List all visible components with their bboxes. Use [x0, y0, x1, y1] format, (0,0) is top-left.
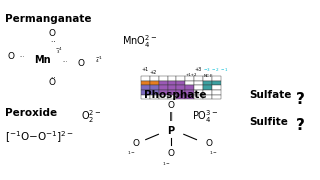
Text: O: O: [206, 139, 213, 148]
Text: O: O: [49, 78, 56, 87]
Bar: [177, 90, 185, 94]
Bar: [150, 85, 159, 90]
Bar: [177, 85, 185, 90]
Text: [$^{-1}$O$-$O$^{-1}$]$^{2-}$: [$^{-1}$O$-$O$^{-1}$]$^{2-}$: [4, 129, 73, 145]
Bar: [194, 76, 203, 80]
Text: O: O: [168, 102, 175, 111]
Bar: [159, 76, 168, 80]
Text: N: N: [204, 74, 207, 78]
Text: $^{-4}_{\ 3}$: $^{-4}_{\ 3}$: [55, 46, 63, 56]
Bar: [203, 94, 212, 99]
Text: $_{1-}$: $_{1-}$: [162, 161, 171, 168]
Bar: [212, 94, 221, 99]
Text: Mn: Mn: [34, 55, 51, 65]
Bar: [141, 80, 150, 85]
Bar: [185, 80, 194, 85]
Bar: [168, 94, 177, 99]
Text: ‥: ‥: [50, 37, 54, 43]
Text: +3: +3: [194, 67, 202, 72]
Text: +1+2: +1+2: [185, 73, 197, 77]
Bar: [150, 76, 159, 80]
Text: O: O: [168, 149, 175, 158]
Text: O: O: [49, 29, 56, 38]
Bar: [168, 85, 177, 90]
Bar: [168, 80, 177, 85]
Text: Permanganate: Permanganate: [4, 14, 91, 24]
Text: ‥: ‥: [50, 73, 54, 79]
Text: $_{1-}$: $_{1-}$: [209, 150, 218, 158]
Bar: [194, 85, 203, 90]
Text: ?: ?: [296, 92, 305, 107]
Bar: [212, 80, 221, 85]
Text: MnO$_4^{2-}$: MnO$_4^{2-}$: [122, 33, 157, 50]
Text: O: O: [77, 59, 84, 68]
Bar: [185, 90, 194, 94]
Text: Peroxide: Peroxide: [4, 108, 57, 118]
Text: P: P: [168, 126, 175, 136]
Bar: [168, 76, 177, 80]
Bar: [141, 85, 150, 90]
Text: $^{-1}_{4}$: $^{-1}_{4}$: [95, 55, 103, 65]
Bar: [212, 85, 221, 90]
Text: PO$_4^{3-}$: PO$_4^{3-}$: [192, 108, 218, 125]
Bar: [141, 94, 150, 99]
Bar: [203, 80, 212, 85]
Bar: [141, 90, 150, 94]
Bar: [203, 90, 212, 94]
Bar: [185, 94, 194, 99]
Text: $_{1-}$: $_{1-}$: [127, 150, 136, 158]
Text: Sulfate: Sulfate: [249, 90, 291, 100]
Text: ‖: ‖: [169, 112, 173, 121]
Text: $-3\ -2\ -1$: $-3\ -2\ -1$: [203, 66, 229, 73]
Bar: [185, 85, 194, 90]
Text: O: O: [133, 139, 140, 148]
Text: O$_2^{2-}$: O$_2^{2-}$: [81, 108, 101, 125]
Bar: [177, 80, 185, 85]
Bar: [203, 76, 212, 80]
Text: +1: +1: [141, 67, 148, 72]
Text: Phosphate: Phosphate: [144, 90, 207, 100]
Bar: [194, 90, 203, 94]
Bar: [141, 76, 150, 80]
Bar: [212, 76, 221, 80]
Text: ···: ···: [62, 59, 68, 64]
Bar: [177, 76, 185, 80]
Bar: [159, 90, 168, 94]
Bar: [159, 85, 168, 90]
Bar: [150, 80, 159, 85]
Bar: [203, 85, 212, 90]
Bar: [150, 90, 159, 94]
Bar: [212, 90, 221, 94]
Text: ···: ···: [20, 54, 25, 59]
Text: +2: +2: [150, 70, 157, 75]
Bar: [185, 76, 194, 80]
Text: Sulfite: Sulfite: [249, 117, 288, 127]
Text: ?: ?: [296, 118, 305, 133]
Bar: [168, 90, 177, 94]
Bar: [177, 94, 185, 99]
Text: O: O: [7, 52, 14, 61]
Bar: [159, 94, 168, 99]
Text: C F: C F: [206, 74, 212, 78]
Bar: [194, 80, 203, 85]
Bar: [194, 94, 203, 99]
Bar: [150, 94, 159, 99]
Bar: [159, 80, 168, 85]
